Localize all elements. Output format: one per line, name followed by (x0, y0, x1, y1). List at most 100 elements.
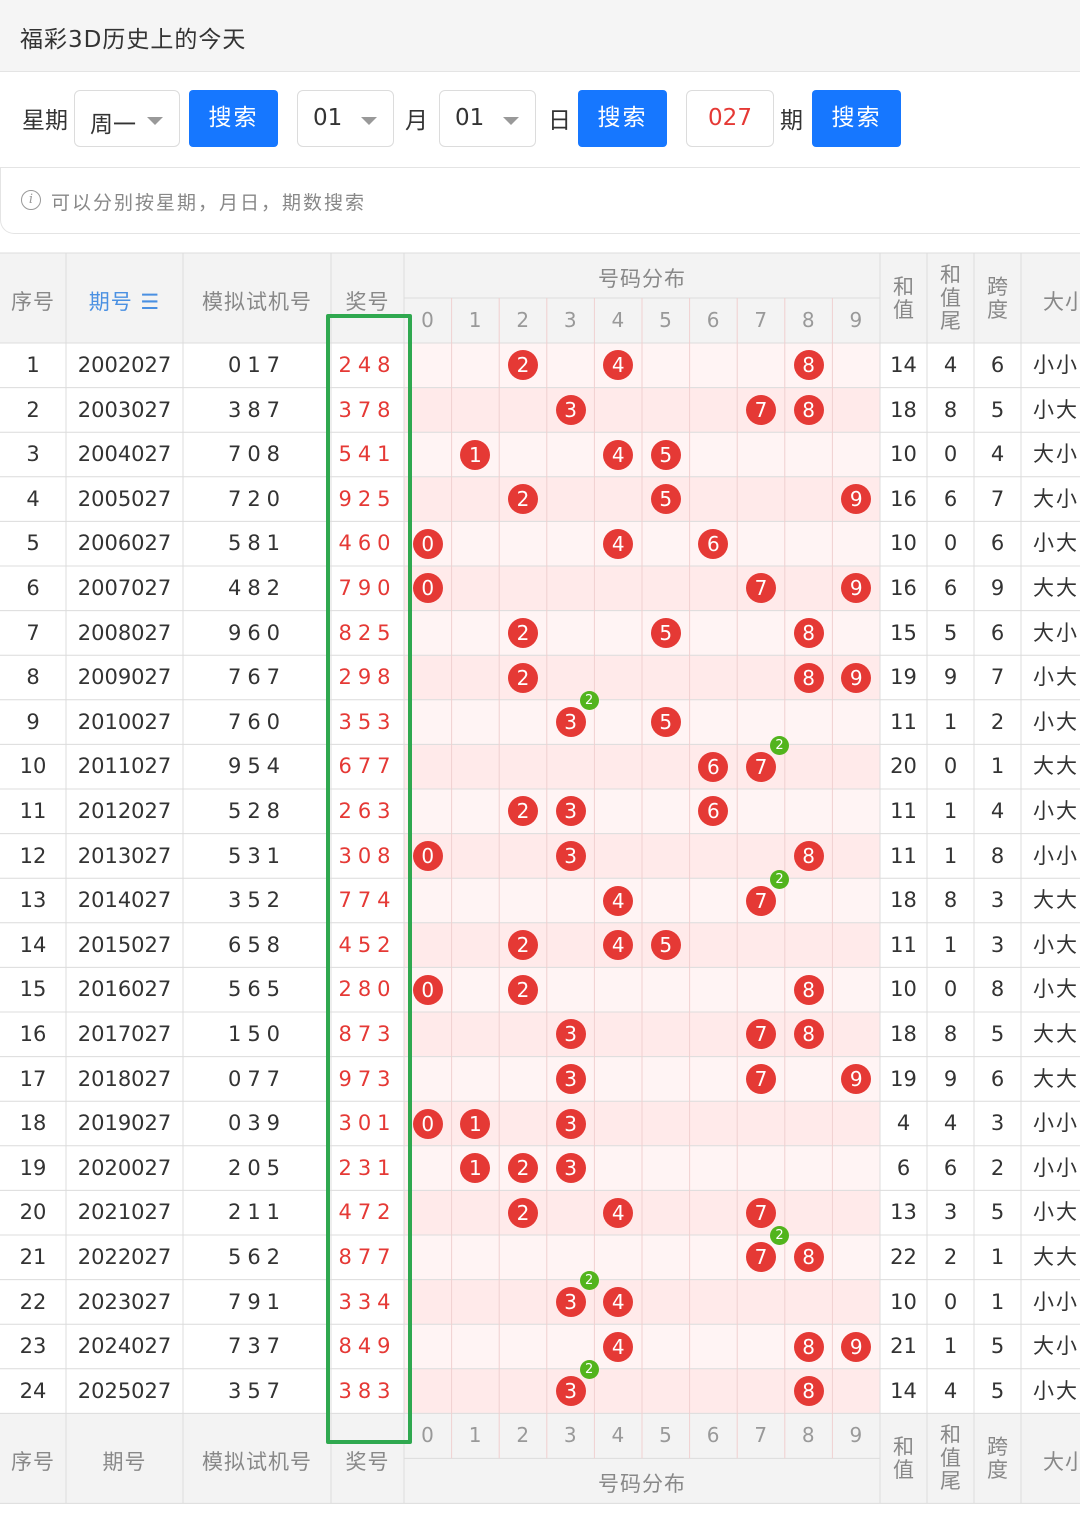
row-win: 849 (338, 1334, 397, 1359)
distribution-ball: 4 (603, 350, 634, 381)
header-tail: 和值尾 (927, 264, 974, 333)
row-seq: 22 (19, 1289, 47, 1314)
row-span: 3 (990, 888, 1005, 913)
row-sum-tail: 3 (943, 1200, 958, 1225)
digit-header-2: 2 (516, 308, 530, 332)
day-select[interactable]: 01 (439, 90, 536, 147)
distribution-ball: 9 (841, 662, 872, 693)
row-sum: 18 (890, 397, 917, 422)
issue-search-button[interactable]: 搜索 (812, 90, 901, 147)
row-seq: 24 (19, 1378, 47, 1403)
row-span: 6 (990, 531, 1005, 556)
row-sum-tail: 1 (943, 1334, 958, 1359)
row-sim: 039 (227, 1111, 287, 1136)
row-size: 小大 (1033, 1378, 1079, 1403)
row-sim: 581 (227, 531, 287, 556)
row-sum-tail: 5 (943, 620, 958, 645)
caret-down-icon (147, 117, 163, 125)
digit-header-5: 5 (659, 308, 672, 332)
row-sum-tail: 0 (943, 1289, 958, 1314)
distribution-ball: 5 (650, 439, 681, 470)
header-tail-1: 和 (940, 263, 961, 287)
distribution-ball: 5 (650, 930, 681, 961)
distribution-ball: 8 (793, 1376, 824, 1407)
row-issue: 2003027 (77, 397, 172, 422)
distribution-ball: 9 (841, 1063, 872, 1094)
sort-desc-icon[interactable]: ☰ (140, 290, 161, 314)
row-issue: 2015027 (77, 932, 172, 957)
row-size: 大大 (1033, 888, 1079, 913)
row-sum-tail: 9 (943, 1066, 958, 1091)
digit-header-8: 8 (801, 1423, 815, 1448)
row-span: 5 (990, 1334, 1005, 1359)
row-sim: 352 (227, 888, 287, 913)
title-bar: 福彩3D历史上的今天 (0, 0, 1080, 72)
row-sum-tail: 6 (943, 576, 958, 600)
digit-header-7: 7 (754, 1423, 768, 1448)
day-label: 日 (548, 108, 571, 134)
distribution-ball: 4 (603, 1331, 634, 1362)
distribution-ball: 4 (603, 439, 634, 470)
digit-header-5: 5 (659, 1423, 672, 1448)
row-win: 877 (338, 1245, 397, 1269)
row-size: 小大 (1033, 799, 1079, 823)
distribution-ball: 2 (508, 484, 538, 515)
row-size: 小大 (1033, 709, 1079, 734)
distribution-ball: 8 (793, 394, 824, 425)
row-sum: 10 (890, 442, 917, 467)
row-sim: 708 (227, 442, 287, 467)
issue-label: 期 (780, 108, 803, 134)
distribution-ball: 2 (508, 1197, 538, 1228)
row-win: 308 (338, 843, 397, 868)
header-span: 跨度 (974, 276, 1021, 322)
row-size: 小大 (1033, 1200, 1079, 1225)
row-sim: 954 (227, 754, 287, 779)
digit-header-3: 3 (563, 308, 577, 332)
digit-header-1: 1 (468, 308, 482, 332)
footer-dist: 号码分布 (598, 1472, 686, 1496)
row-sim: 720 (227, 486, 287, 511)
row-sum-tail: 8 (943, 1022, 958, 1046)
row-seq: 15 (19, 977, 47, 1002)
distribution-ball: 8 (793, 617, 824, 648)
row-size: 小大 (1033, 932, 1079, 957)
issue-input[interactable]: 027 (686, 90, 774, 147)
row-sum-tail: 8 (943, 888, 958, 913)
row-sum: 16 (890, 486, 917, 511)
week-select[interactable]: 周一 (74, 90, 180, 147)
row-sim: 205 (227, 1155, 287, 1180)
repeat-count-badge: 2 (579, 691, 599, 711)
digit-header-9: 9 (849, 1423, 863, 1448)
row-size: 小大 (1033, 665, 1079, 690)
header-issue[interactable]: 期号 ☰ (66, 286, 183, 316)
footer-win: 奖号 (345, 1450, 390, 1474)
row-sum: 18 (890, 888, 917, 913)
row-size: 小小 (1033, 1289, 1079, 1314)
header-sum: 和值 (880, 276, 927, 322)
distribution-ball: 8 (793, 1019, 824, 1050)
row-span: 4 (990, 442, 1005, 467)
distribution-ball: 0 (412, 573, 443, 604)
row-sum: 11 (890, 932, 917, 957)
week-label: 星期 (22, 108, 68, 134)
header-seq: 序号 (11, 290, 55, 314)
row-span: 6 (990, 1066, 1005, 1091)
distribution-ball: 2 (508, 617, 538, 648)
row-issue: 2020027 (77, 1155, 172, 1180)
month-select[interactable]: 01 (297, 90, 394, 147)
row-seq: 20 (19, 1200, 47, 1225)
row-size: 小大 (1033, 397, 1079, 422)
row-win: 677 (338, 754, 397, 779)
footer-span-2: 度 (987, 1458, 1008, 1482)
date-search-button[interactable]: 搜索 (578, 90, 667, 147)
row-seq: 13 (19, 888, 47, 913)
row-sim: 658 (227, 932, 287, 957)
row-sim: 211 (227, 1200, 287, 1225)
row-span: 2 (990, 1155, 1005, 1180)
week-search-button[interactable]: 搜索 (189, 90, 278, 147)
row-sum-tail: 1 (943, 799, 958, 823)
row-seq: 5 (26, 531, 40, 556)
row-sim: 562 (227, 1245, 287, 1269)
info-icon: i (21, 190, 41, 210)
